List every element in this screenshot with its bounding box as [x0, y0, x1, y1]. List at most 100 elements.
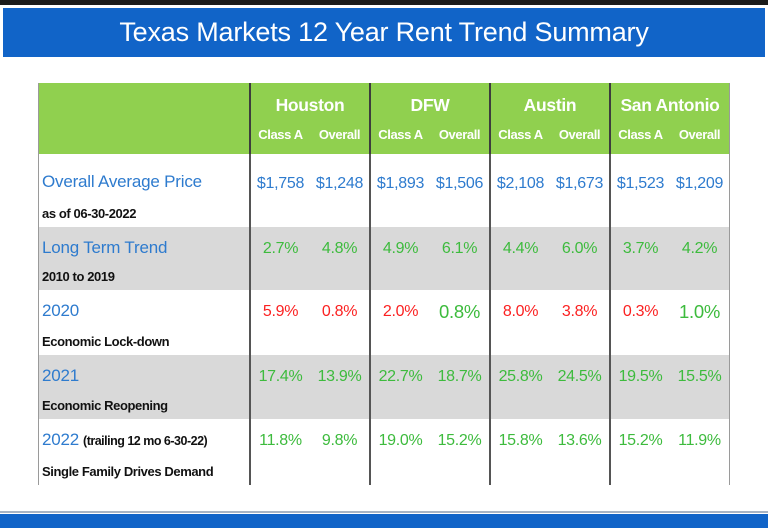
value-cell: 22.7% [378, 368, 423, 385]
austin-values: 4.4% 6.0% [489, 227, 609, 290]
value-cell: 0.8% [321, 303, 358, 320]
subheader-overall: Overall [318, 127, 361, 142]
san-antonio-values: 3.7% 4.2% [609, 227, 729, 290]
value-cell: 19.5% [618, 368, 663, 385]
slide-title: Texas Markets 12 Year Rent Trend Summary [119, 17, 649, 47]
dfw-values: 22.7% 18.7% [369, 355, 489, 419]
row-header-cell: 2020 Economic Lock-down [39, 290, 249, 355]
value-cell: 18.7% [437, 368, 482, 385]
header-corner-cell [39, 83, 249, 154]
market-header-houston: Houston Class A Overall [249, 83, 369, 154]
row-label: 2021 [42, 366, 80, 385]
san-antonio-values: 0.3% 1.0% [609, 290, 729, 355]
houston-values: 5.9% 0.8% [249, 290, 369, 355]
value-cell: 4.2% [681, 240, 718, 257]
market-name: DFW [410, 94, 450, 115]
table-row-long-term-trend: Long Term Trend 2010 to 2019 2.7% 4.8% 4… [39, 227, 729, 290]
value-cell: 13.9% [317, 368, 362, 385]
row-label: 2022 [42, 430, 80, 449]
value-cell: 0.3% [622, 303, 659, 320]
rent-trend-table: Houston Class A Overall DFW Class A Over… [38, 83, 730, 485]
austin-values: $2,108 $1,673 [489, 154, 609, 227]
market-name: Austin [523, 94, 577, 115]
row-header-cell: 2022 (trailing 12 mo 6-30-22) Single Fam… [39, 419, 249, 485]
value-cell: 3.7% [622, 240, 659, 257]
value-cell: 4.9% [382, 240, 419, 257]
table-row-2022: 2022 (trailing 12 mo 6-30-22) Single Fam… [39, 419, 729, 485]
table-header: Houston Class A Overall DFW Class A Over… [39, 83, 729, 154]
subheader-class-a: Class A [258, 127, 303, 142]
value-cell: 11.9% [678, 432, 721, 449]
subheader-class-a: Class A [498, 127, 543, 142]
value-cell: 2.0% [382, 303, 419, 320]
value-cell: 6.0% [561, 240, 598, 257]
value-cell: 8.0% [502, 303, 539, 320]
dfw-values: 19.0% 15.2% [369, 419, 489, 485]
value-cell: 17.4% [258, 368, 303, 385]
subheader-class-a: Class A [378, 127, 423, 142]
san-antonio-values: 15.2% 11.9% [609, 419, 729, 485]
bottom-accent-bar [0, 514, 768, 528]
value-cell: 15.2% [437, 432, 482, 449]
san-antonio-values: $1,523 $1,209 [609, 154, 729, 227]
value-cell: 15.5% [677, 368, 722, 385]
top-border-strip [0, 0, 768, 5]
austin-values: 15.8% 13.6% [489, 419, 609, 485]
bottom-divider-line [0, 511, 768, 513]
value-cell: $1,506 [435, 175, 484, 192]
subheader-row: Class A Overall [611, 127, 729, 154]
subheader-row: Class A Overall [251, 127, 369, 154]
table-row-2020: 2020 Economic Lock-down 5.9% 0.8% 2.0% 0… [39, 290, 729, 355]
dfw-values: 4.9% 6.1% [369, 227, 489, 290]
table-row-overall-average-price: Overall Average Price as of 06-30-2022 $… [39, 154, 729, 227]
subheader-overall: Overall [678, 127, 721, 142]
subheader-row: Class A Overall [371, 127, 489, 154]
value-cell: 24.5% [557, 368, 602, 385]
value-cell: 0.8% [439, 301, 480, 322]
market-header-austin: Austin Class A Overall [489, 83, 609, 154]
value-cell: 5.9% [262, 303, 299, 320]
houston-values: 2.7% 4.8% [249, 227, 369, 290]
row-subtitle: Economic Lock-down [42, 334, 170, 349]
subheader-overall: Overall [438, 127, 481, 142]
value-cell: $1,523 [616, 175, 665, 192]
value-cell: 15.8% [498, 432, 543, 449]
value-cell: 4.4% [502, 240, 539, 257]
row-header-cell: Long Term Trend 2010 to 2019 [39, 227, 249, 290]
row-header-cell: Overall Average Price as of 06-30-2022 [39, 154, 249, 227]
value-cell: 13.6% [557, 432, 602, 449]
value-cell: 19.0% [378, 432, 423, 449]
row-subtitle: 2010 to 2019 [42, 269, 115, 284]
value-cell: 4.8% [321, 240, 358, 257]
houston-values: 11.8% 9.8% [249, 419, 369, 485]
value-cell: 25.8% [498, 368, 543, 385]
dfw-values: $1,893 $1,506 [369, 154, 489, 227]
value-cell: 15.2% [618, 432, 663, 449]
value-cell: $1,209 [675, 175, 724, 192]
market-header-dfw: DFW Class A Overall [369, 83, 489, 154]
market-name: Houston [275, 94, 345, 115]
title-bar: Texas Markets 12 Year Rent Trend Summary [3, 8, 765, 57]
table-row-2021: 2021 Economic Reopening 17.4% 13.9% 22.7… [39, 355, 729, 419]
row-label: Overall Average Price [42, 172, 202, 191]
row-note: (trailing 12 mo 6-30-22) [83, 434, 208, 448]
value-cell: 1.0% [679, 301, 720, 322]
value-cell: $1,893 [376, 175, 425, 192]
value-cell: $1,758 [256, 175, 305, 192]
value-cell: $1,673 [555, 175, 604, 192]
row-subtitle: Economic Reopening [42, 398, 168, 413]
market-header-san-antonio: San Antonio Class A Overall [609, 83, 729, 154]
value-cell: $2,108 [496, 175, 545, 192]
value-cell: 3.8% [561, 303, 598, 320]
san-antonio-values: 19.5% 15.5% [609, 355, 729, 419]
austin-values: 8.0% 3.8% [489, 290, 609, 355]
austin-values: 25.8% 24.5% [489, 355, 609, 419]
subheader-overall: Overall [558, 127, 601, 142]
row-subtitle: as of 06-30-2022 [42, 206, 137, 221]
subheader-row: Class A Overall [491, 127, 609, 154]
row-header-cell: 2021 Economic Reopening [39, 355, 249, 419]
row-label: Long Term Trend [42, 238, 168, 257]
row-label: 2020 [42, 301, 80, 320]
value-cell: 9.8% [321, 432, 358, 449]
